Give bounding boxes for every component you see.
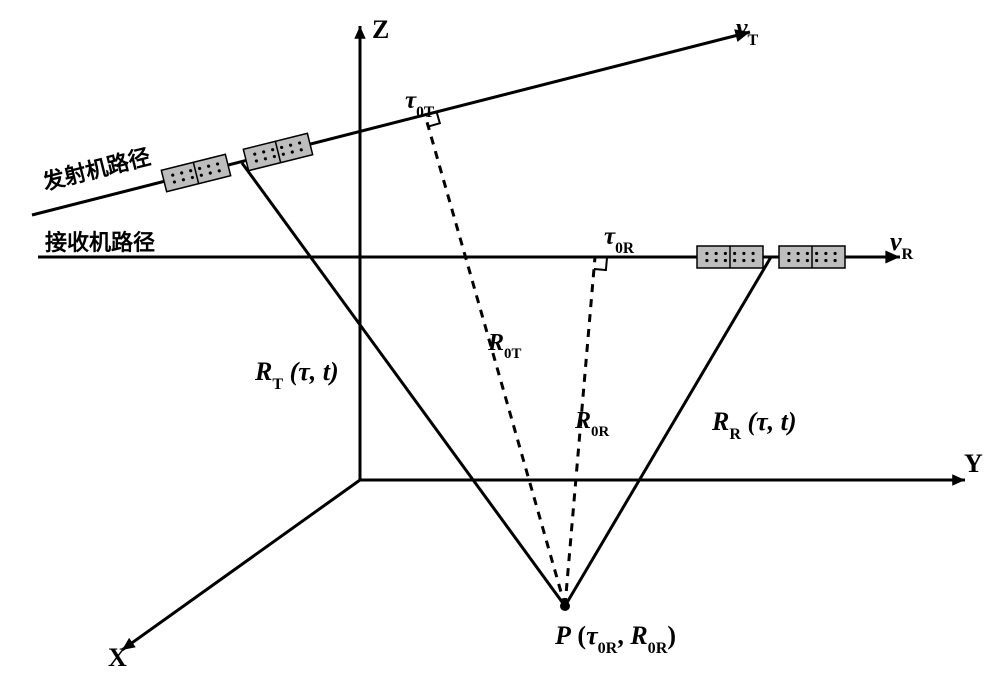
transmitter-platform-1	[243, 133, 312, 170]
point-p-label: P (τ0R, R0R)	[554, 621, 676, 657]
tau0T-label: τ0T	[405, 87, 435, 121]
z-axis-label: Z	[372, 15, 389, 44]
y-axis	[360, 474, 965, 485]
transmitter-platform-0	[161, 154, 230, 191]
receiver-platform-0	[697, 246, 763, 268]
rr-label: RR (τ, t)	[711, 407, 797, 443]
tau0R-label: τ0R	[604, 223, 635, 257]
x-axis	[122, 480, 360, 650]
rt-label: RT (τ, t)	[254, 357, 339, 393]
receiver-platform-1	[779, 246, 845, 268]
r0t-line	[425, 115, 565, 606]
transmitter-path-line	[32, 29, 750, 215]
y-axis-label: Y	[964, 449, 983, 478]
point-p	[560, 601, 570, 611]
x-axis-label: X	[108, 643, 127, 672]
vt-label: vT	[736, 13, 759, 49]
z-axis	[354, 26, 365, 480]
r0t-label: R0T	[487, 330, 521, 362]
receiver-path-label: 接收机路径	[45, 230, 155, 255]
